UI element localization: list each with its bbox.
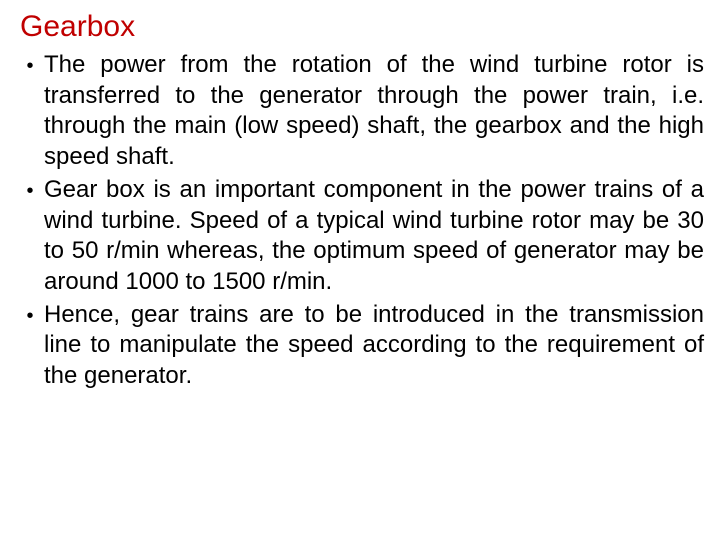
bullet-text: The power from the rotation of the wind … (44, 50, 704, 173)
bullet-icon: • (16, 175, 44, 207)
bullet-text: Gear box is an important component in th… (44, 175, 704, 298)
list-item: • Gear box is an important component in … (16, 175, 704, 298)
list-item: • Hence, gear trains are to be introduce… (16, 300, 704, 392)
slide-title: Gearbox (20, 10, 704, 44)
bullet-list: • The power from the rotation of the win… (16, 50, 704, 392)
bullet-text: Hence, gear trains are to be introduced … (44, 300, 704, 392)
bullet-icon: • (16, 50, 44, 82)
list-item: • The power from the rotation of the win… (16, 50, 704, 173)
bullet-icon: • (16, 300, 44, 332)
